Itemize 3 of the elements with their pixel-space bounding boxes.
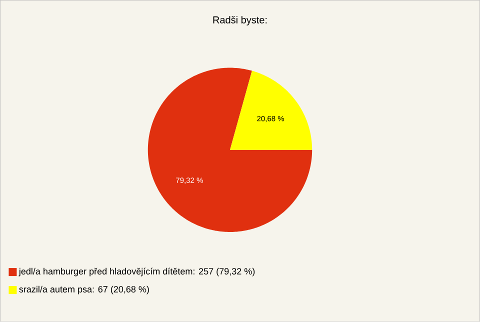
- legend-label: srazil/a autem psa: 67 (20,68 %): [19, 286, 149, 294]
- legend-label: jedl/a hamburger před hladovějícím dítětem: 257 (79,32 %): [18, 268, 255, 276]
- chart-title: Radši byste:: [213, 16, 267, 26]
